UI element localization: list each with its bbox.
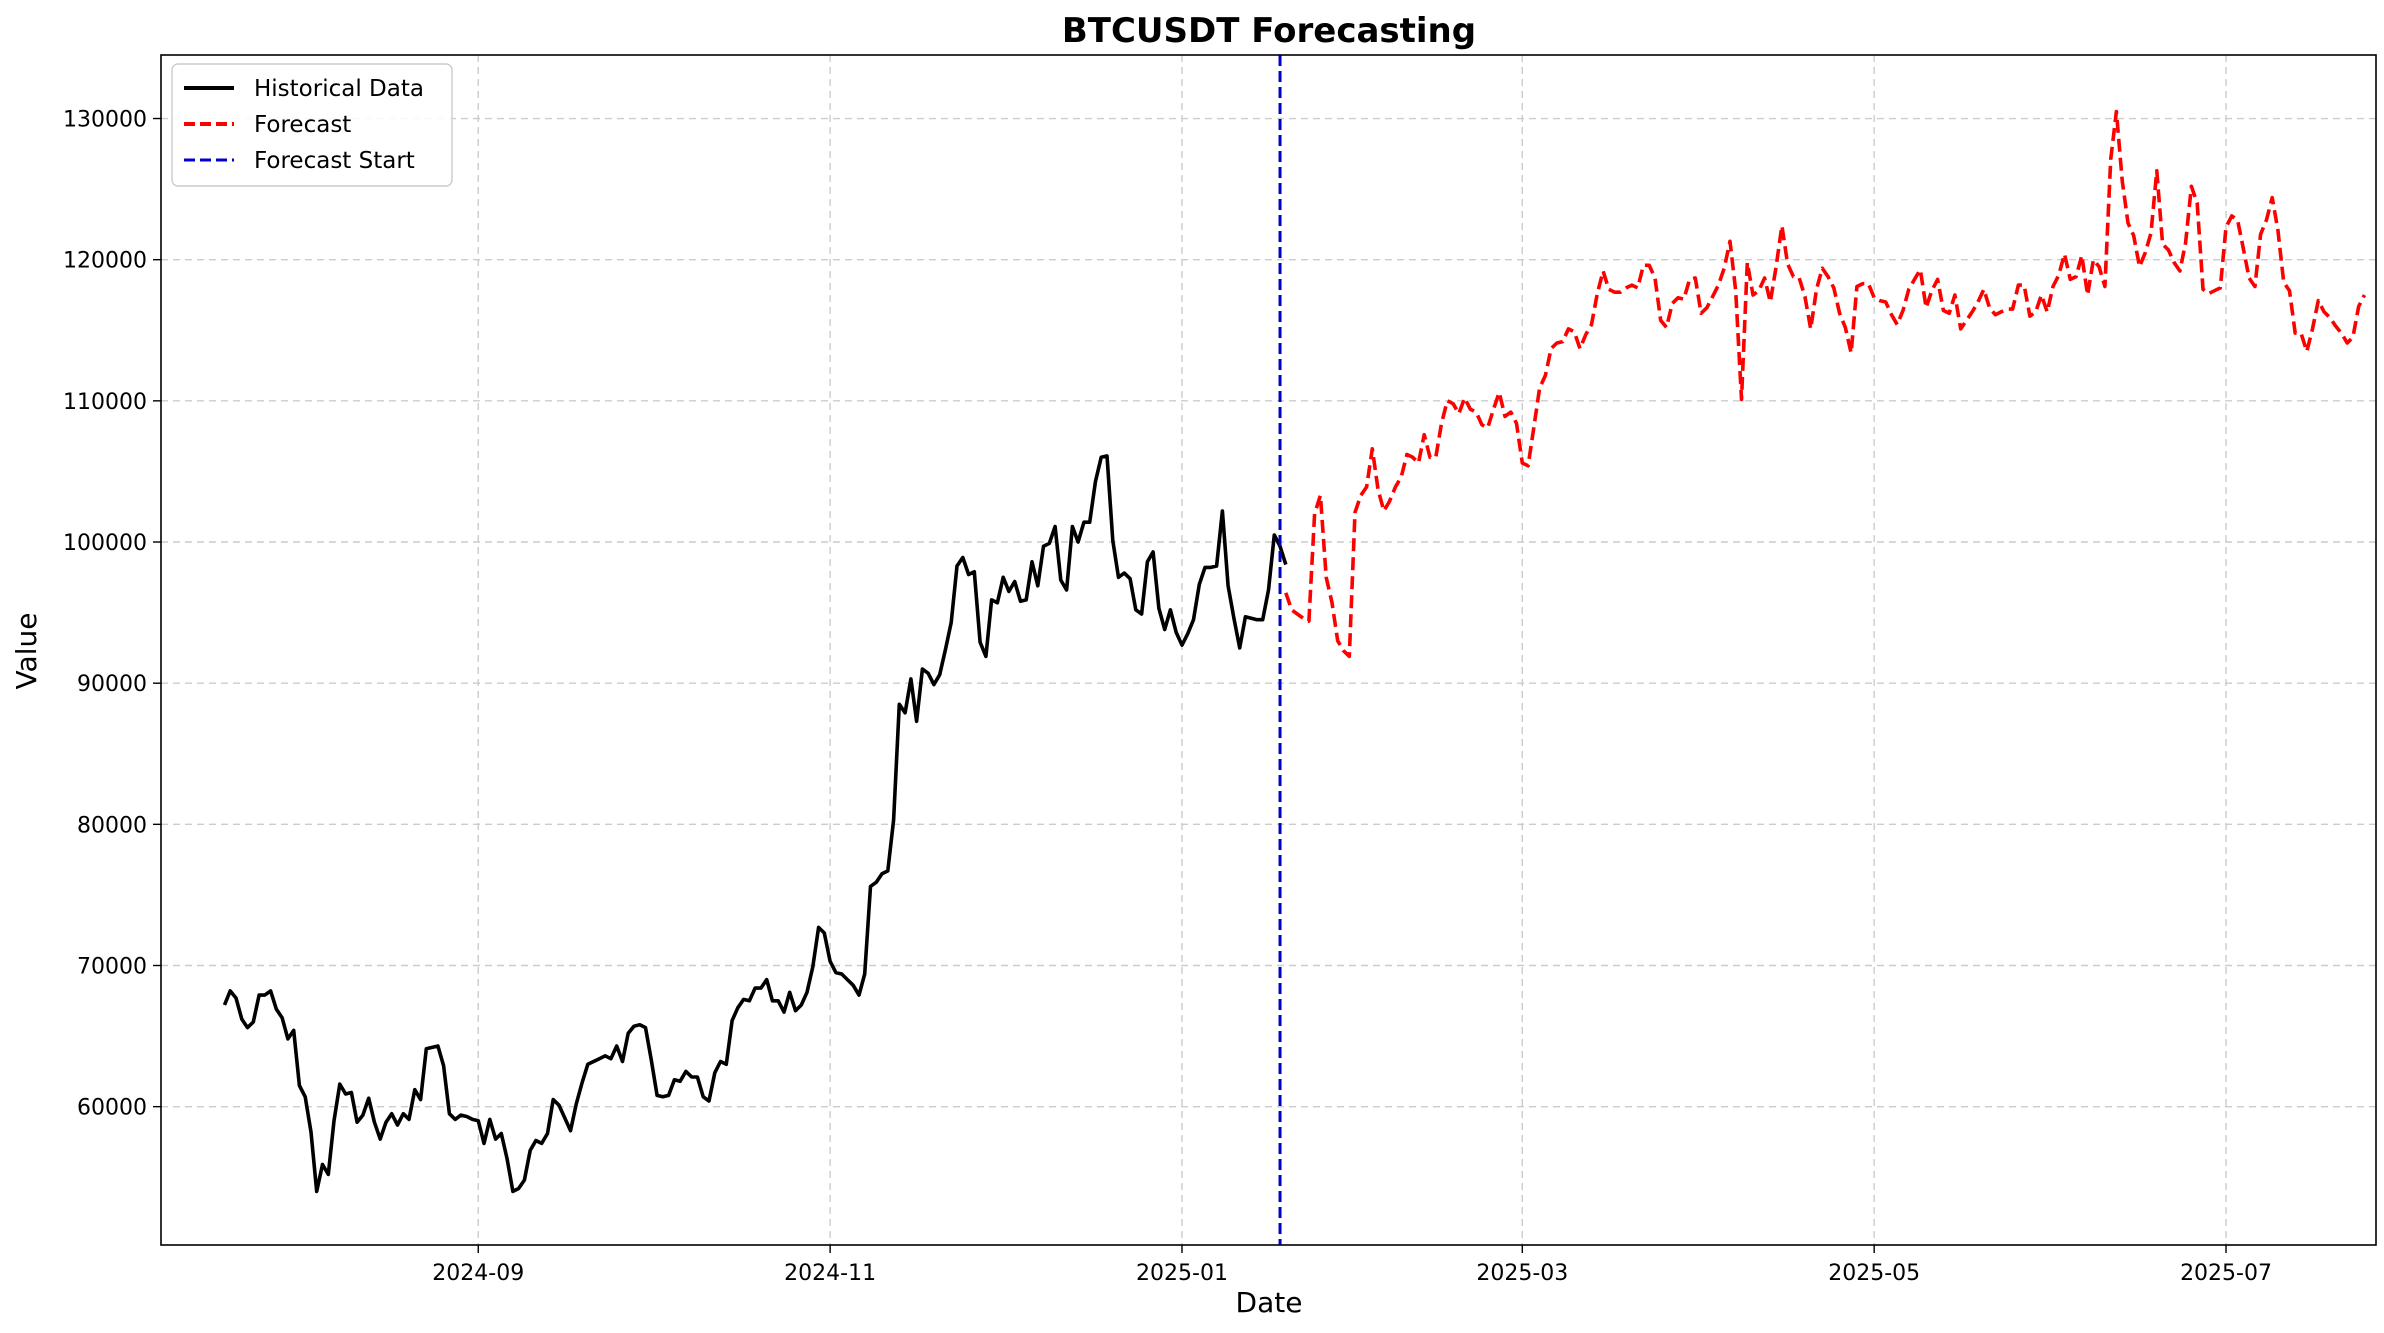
y-tick-label: 90000 <box>77 672 147 697</box>
x-tick-label: 2024-09 <box>432 1261 524 1286</box>
y-tick-label: 60000 <box>77 1096 147 1121</box>
chart-title: BTCUSDT Forecasting <box>1062 11 1476 51</box>
y-axis-label: Value <box>10 613 43 690</box>
y-tick-label: 100000 <box>63 531 147 556</box>
y-tick-label: 70000 <box>77 954 147 979</box>
x-tick-label: 2025-05 <box>1828 1261 1920 1286</box>
plot-series <box>222 55 2367 1245</box>
y-tick-label: 80000 <box>77 813 147 838</box>
y-tick-label: 120000 <box>63 249 147 274</box>
grid <box>161 55 2376 1245</box>
series-line-historical-data <box>222 454 1288 1194</box>
x-axis-label: Date <box>1236 1286 1303 1319</box>
x-tick-label: 2024-11 <box>784 1261 876 1286</box>
x-tick-label: 2025-03 <box>1476 1261 1568 1286</box>
axis-ticks: 2024-09 2024-11 2025-01 2025-03 2025-05 2025-… <box>63 108 2272 1286</box>
x-tick-label: 2025-07 <box>2180 1261 2272 1286</box>
y-tick-label: 130000 <box>63 108 147 133</box>
legend-label-historical-data: Historical Data <box>254 76 424 102</box>
legend-box <box>171 63 453 187</box>
legend-label-forecast: Forecast <box>254 112 351 138</box>
legend: Historical Data Forecast Forecast Start <box>171 63 453 187</box>
series-line-forecast <box>1284 109 2367 659</box>
legend-label-forecast-start: Forecast Start <box>254 148 415 174</box>
x-tick-label: 2025-01 <box>1136 1261 1228 1286</box>
plot-area-frame <box>160 54 2377 1246</box>
y-tick-label: 110000 <box>63 390 147 415</box>
